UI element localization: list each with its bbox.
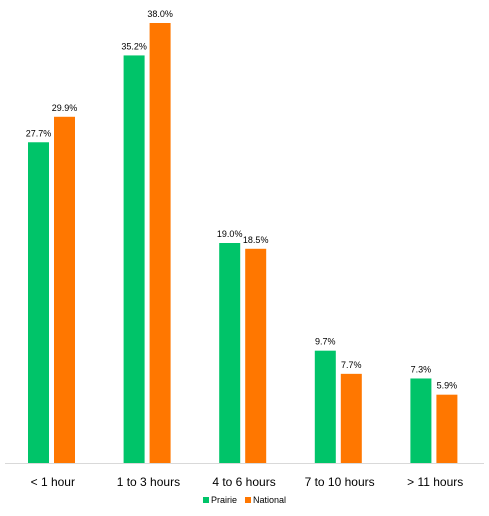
data-label-national-1: 38.0% [147, 9, 173, 19]
bar-prairie-0 [28, 142, 49, 463]
data-label-national-2: 18.5% [243, 235, 269, 245]
data-labels-group: 27.7% 29.9% 35.2% 38.0% 19.0%18.5% 9.7% 7.7% 7.… [26, 9, 457, 391]
bar-prairie-1 [123, 55, 145, 463]
x-tick-labels-group: < 1 hour 1 to 3 hours 4 to 6 hours 7 to 10 … [31, 475, 464, 489]
x-tick-label-3: 7 to 10 hours [305, 475, 375, 489]
x-tick-label-2: 4 to 6 hours [212, 475, 275, 489]
data-label-national-4: 5.9% [437, 381, 458, 391]
data-label-prairie-2: 19.0% [217, 229, 243, 239]
bar-national-3 [340, 373, 362, 463]
bar-national-4 [436, 394, 458, 463]
data-label-national-0: 29.9% [52, 103, 78, 113]
x-tick-label-0: < 1 hour [31, 475, 75, 489]
x-tick-label-1: 1 to 3 hours [117, 475, 180, 489]
data-label-prairie-0: 27.7% [26, 128, 52, 138]
data-label-prairie-3: 9.7% [315, 337, 336, 347]
bars-group [28, 23, 458, 463]
bar-prairie-3 [314, 350, 336, 463]
legend: Prairie National [203, 495, 286, 505]
data-label-prairie-1: 35.2% [121, 41, 147, 51]
bar-national-1 [149, 23, 171, 463]
x-tick-label-4: > 11 hours [407, 475, 463, 489]
legend-swatch-national [245, 497, 251, 503]
data-label-national-3: 7.7% [341, 360, 362, 370]
legend-label-prairie: Prairie [211, 495, 237, 505]
legend-swatch-prairie [203, 497, 209, 503]
bar-national-2 [245, 248, 267, 463]
bar-national-0 [54, 116, 75, 463]
data-label-prairie-4: 7.3% [411, 364, 432, 374]
bar-prairie-2 [219, 243, 241, 463]
legend-label-national: National [253, 495, 286, 505]
bar-prairie-4 [410, 378, 432, 463]
